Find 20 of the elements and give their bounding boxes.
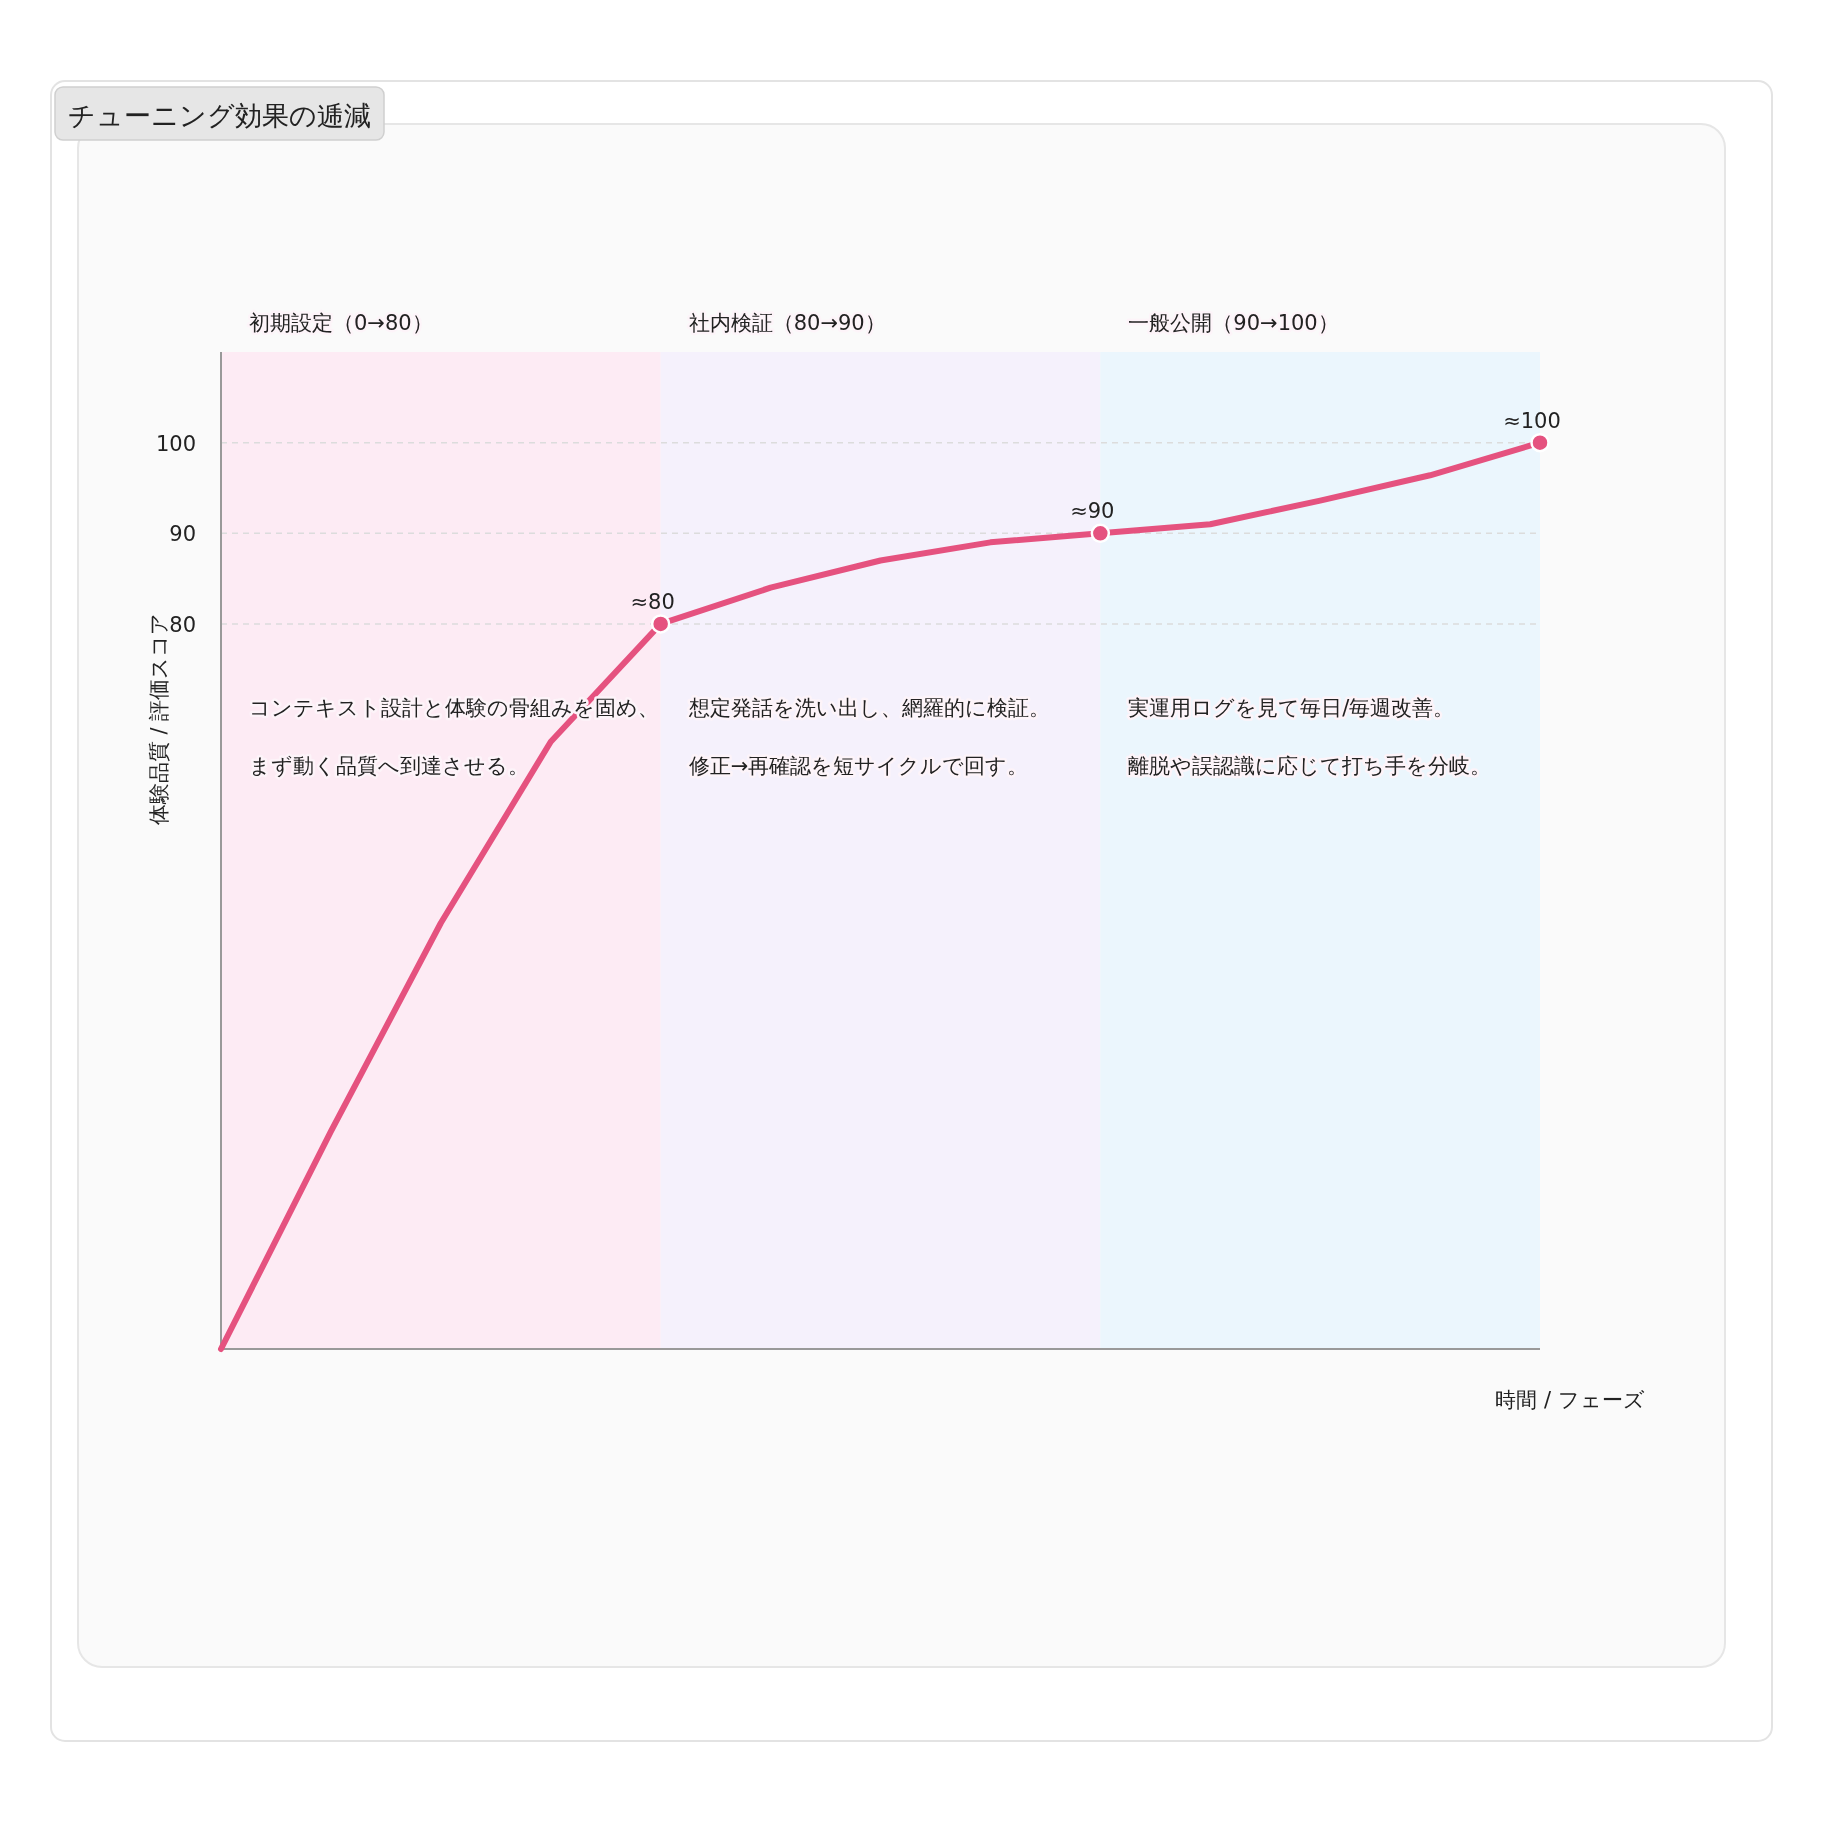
text: 一般公開（90→100） [1128,311,1339,335]
y-tick-label: 80 [169,612,196,637]
annotation: まず動く品質へ到達させる。 [249,754,529,778]
annotation: 修正→再確認を短サイクルで回す。 [688,754,1029,778]
x-axis-title: 時間 / フェーズ [1495,1388,1645,1412]
text: 初期設定（0→80） [249,311,433,335]
annotation: 想定発話を洗い出し、網羅的に検証。 [687,696,1050,720]
data-label: ≈90 [1070,499,1115,524]
data-label: ≈80 [630,589,675,614]
y-tick-label: 90 [169,522,196,547]
annotation: 離脱や誤認識に応じて打ち手を分岐。 [1128,754,1492,778]
text: 社内検証（80→90） [688,311,886,335]
point [1530,432,1550,453]
point [650,614,671,634]
data-label: ≈100 [1503,408,1561,433]
annotation: 実運用ログを見て毎日/毎週改善。 [1128,696,1455,720]
chart-title: チューニング効果の逓減 [68,100,371,131]
point [1090,523,1111,544]
y-tick-label: 100 [155,431,196,456]
y-axis-title: 体験品質 / 評価スコア [147,612,171,826]
